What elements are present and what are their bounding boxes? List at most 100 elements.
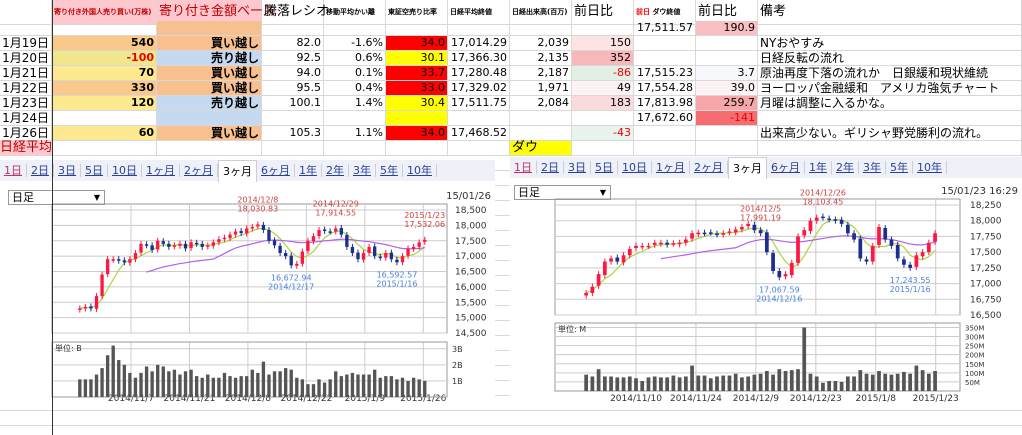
date-cell[interactable]: 1月26日 [0, 126, 52, 141]
header-short[interactable]: 東証空売り比率 [386, 0, 448, 25]
date-cell[interactable]: 1月19日 [0, 36, 52, 51]
foreign-cell[interactable] [52, 111, 157, 126]
tab-2日[interactable]: 2日 [27, 164, 54, 177]
note-cell[interactable]: 日経反転の流れ [758, 51, 1022, 66]
tab-10日[interactable]: 10日 [108, 164, 142, 177]
cell[interactable] [262, 21, 324, 36]
short-cell[interactable]: 30.4 [386, 96, 448, 111]
cell[interactable] [386, 141, 448, 156]
nikkei-cell[interactable]: 17,280.48 [448, 66, 510, 81]
tab-5年[interactable]: 5年 [376, 164, 403, 177]
ma-dev-cell[interactable]: 0.4% [324, 81, 386, 96]
ma-dev-cell[interactable] [324, 111, 386, 126]
cell[interactable] [157, 21, 262, 36]
header-foreign[interactable]: 寄り付き外国人売り買い(万株) [52, 0, 157, 25]
basis-cell[interactable]: 買い越し [157, 126, 262, 141]
tab-2ヶ月[interactable]: 2ヶ月 [690, 161, 728, 174]
ratio-cell[interactable]: 95.5 [262, 81, 324, 96]
date-cell[interactable]: 1月21日 [0, 66, 52, 81]
tab-10年[interactable]: 10年 [403, 164, 437, 177]
dow-cell[interactable]: 17,554.28 [634, 81, 696, 96]
foreign-cell[interactable]: -100 [52, 51, 157, 66]
tab-10日[interactable]: 10日 [618, 161, 652, 174]
change-cell[interactable]: 352 [572, 51, 634, 66]
dow-change-cell[interactable] [696, 51, 758, 66]
volume-cell[interactable] [510, 111, 572, 126]
ma-dev-cell[interactable]: -1.6% [324, 36, 386, 51]
note-cell[interactable]: 原油再度下落の流れか 日銀緩和現状維続 [758, 66, 1022, 81]
short-cell[interactable]: 33.0 [386, 81, 448, 96]
foreign-cell[interactable]: 330 [52, 81, 157, 96]
cell[interactable] [758, 141, 1022, 156]
tab-2年[interactable]: 2年 [832, 161, 859, 174]
dow-change-cell[interactable]: 259.7 [696, 96, 758, 111]
dow-cell[interactable] [634, 51, 696, 66]
ratio-cell[interactable]: 100.1 [262, 96, 324, 111]
foreign-cell[interactable]: 60 [52, 126, 157, 141]
tab-3ヶ月[interactable]: 3ヶ月 [218, 159, 257, 182]
ma-dev-cell[interactable]: 0.1% [324, 66, 386, 81]
change-cell[interactable]: 150 [572, 36, 634, 51]
tab-3日[interactable]: 3日 [54, 164, 81, 177]
dow-change-cell[interactable]: 39.0 [696, 81, 758, 96]
tab-2ヶ月[interactable]: 2ヶ月 [180, 164, 218, 177]
tab-1ヶ月[interactable]: 1ヶ月 [652, 161, 690, 174]
cell[interactable] [696, 141, 758, 156]
tab-3年[interactable]: 3年 [349, 164, 376, 177]
foreign-cell[interactable]: 540 [52, 36, 157, 51]
cell[interactable] [448, 21, 510, 36]
tab-3年[interactable]: 3年 [859, 161, 886, 174]
ma-dev-cell[interactable]: 1.4% [324, 96, 386, 111]
ma-dev-cell[interactable]: 0.6% [324, 51, 386, 66]
interval-select[interactable]: 日足 ▼ [8, 190, 105, 205]
header-dow[interactable]: 前日 ダウ終値 [634, 0, 696, 25]
change-cell[interactable]: 183 [572, 96, 634, 111]
cell[interactable] [572, 141, 634, 156]
header-cell[interactable] [0, 0, 52, 25]
volume-cell[interactable]: 2,084 [510, 96, 572, 111]
short-cell[interactable]: 30.1 [386, 51, 448, 66]
basis-cell[interactable]: 買い越し [157, 81, 262, 96]
note-cell[interactable]: NYおやすみ [758, 36, 1022, 51]
dow-change-cell[interactable]: -141 [696, 111, 758, 126]
tab-6ヶ月[interactable]: 6ヶ月 [767, 161, 805, 174]
ratio-cell[interactable]: 92.5 [262, 51, 324, 66]
dow-cell[interactable]: 17,672.60 [634, 111, 696, 126]
tab-1年[interactable]: 1年 [295, 164, 322, 177]
note-cell[interactable] [758, 111, 1022, 126]
note-cell[interactable]: 出来高少ない。ギリシャ野党勝利の流れ。 [758, 126, 1022, 141]
foreign-cell[interactable]: 120 [52, 96, 157, 111]
cell[interactable] [0, 21, 52, 36]
tab-5日[interactable]: 5日 [81, 164, 108, 177]
ma-dev-cell[interactable]: 1.1% [324, 126, 386, 141]
date-cell[interactable]: 1月20日 [0, 51, 52, 66]
tab-6ヶ月[interactable]: 6ヶ月 [257, 164, 295, 177]
nikkei-cell[interactable]: 17,511.75 [448, 96, 510, 111]
header-change[interactable]: 前日比 [572, 0, 634, 25]
dow-change-cell[interactable]: 3.7 [696, 66, 758, 81]
basis-cell[interactable]: 売り越し [157, 96, 262, 111]
change-cell[interactable]: 49 [572, 81, 634, 96]
tab-10年[interactable]: 10年 [913, 161, 947, 174]
cell[interactable] [634, 141, 696, 156]
ratio-cell[interactable]: 105.3 [262, 126, 324, 141]
tab-5日[interactable]: 5日 [591, 161, 618, 174]
basis-cell[interactable]: 買い越し [157, 36, 262, 51]
ratio-cell[interactable] [262, 111, 324, 126]
header-basis[interactable]: 寄り付き金額ベース [157, 0, 275, 25]
basis-cell[interactable]: 買い越し [157, 66, 262, 81]
date-cell[interactable]: 1月24日 [0, 111, 52, 126]
foreign-cell[interactable]: 70 [52, 66, 157, 81]
header-nikkei[interactable]: 日経平均終値 [448, 0, 510, 25]
change-cell[interactable] [572, 111, 634, 126]
dow-change[interactable]: 190.9 [696, 21, 758, 36]
ratio-cell[interactable]: 94.0 [262, 66, 324, 81]
dow-change-cell[interactable] [696, 126, 758, 141]
change-cell[interactable]: -43 [572, 126, 634, 141]
short-cell[interactable]: 34.0 [386, 36, 448, 51]
nikkei-cell[interactable]: 17,366.30 [448, 51, 510, 66]
cell[interactable] [386, 21, 448, 36]
short-cell[interactable] [386, 111, 448, 126]
header-ma-dev[interactable]: 移動平均かい離 [324, 0, 386, 25]
tab-1日[interactable]: 1日 [510, 161, 537, 174]
